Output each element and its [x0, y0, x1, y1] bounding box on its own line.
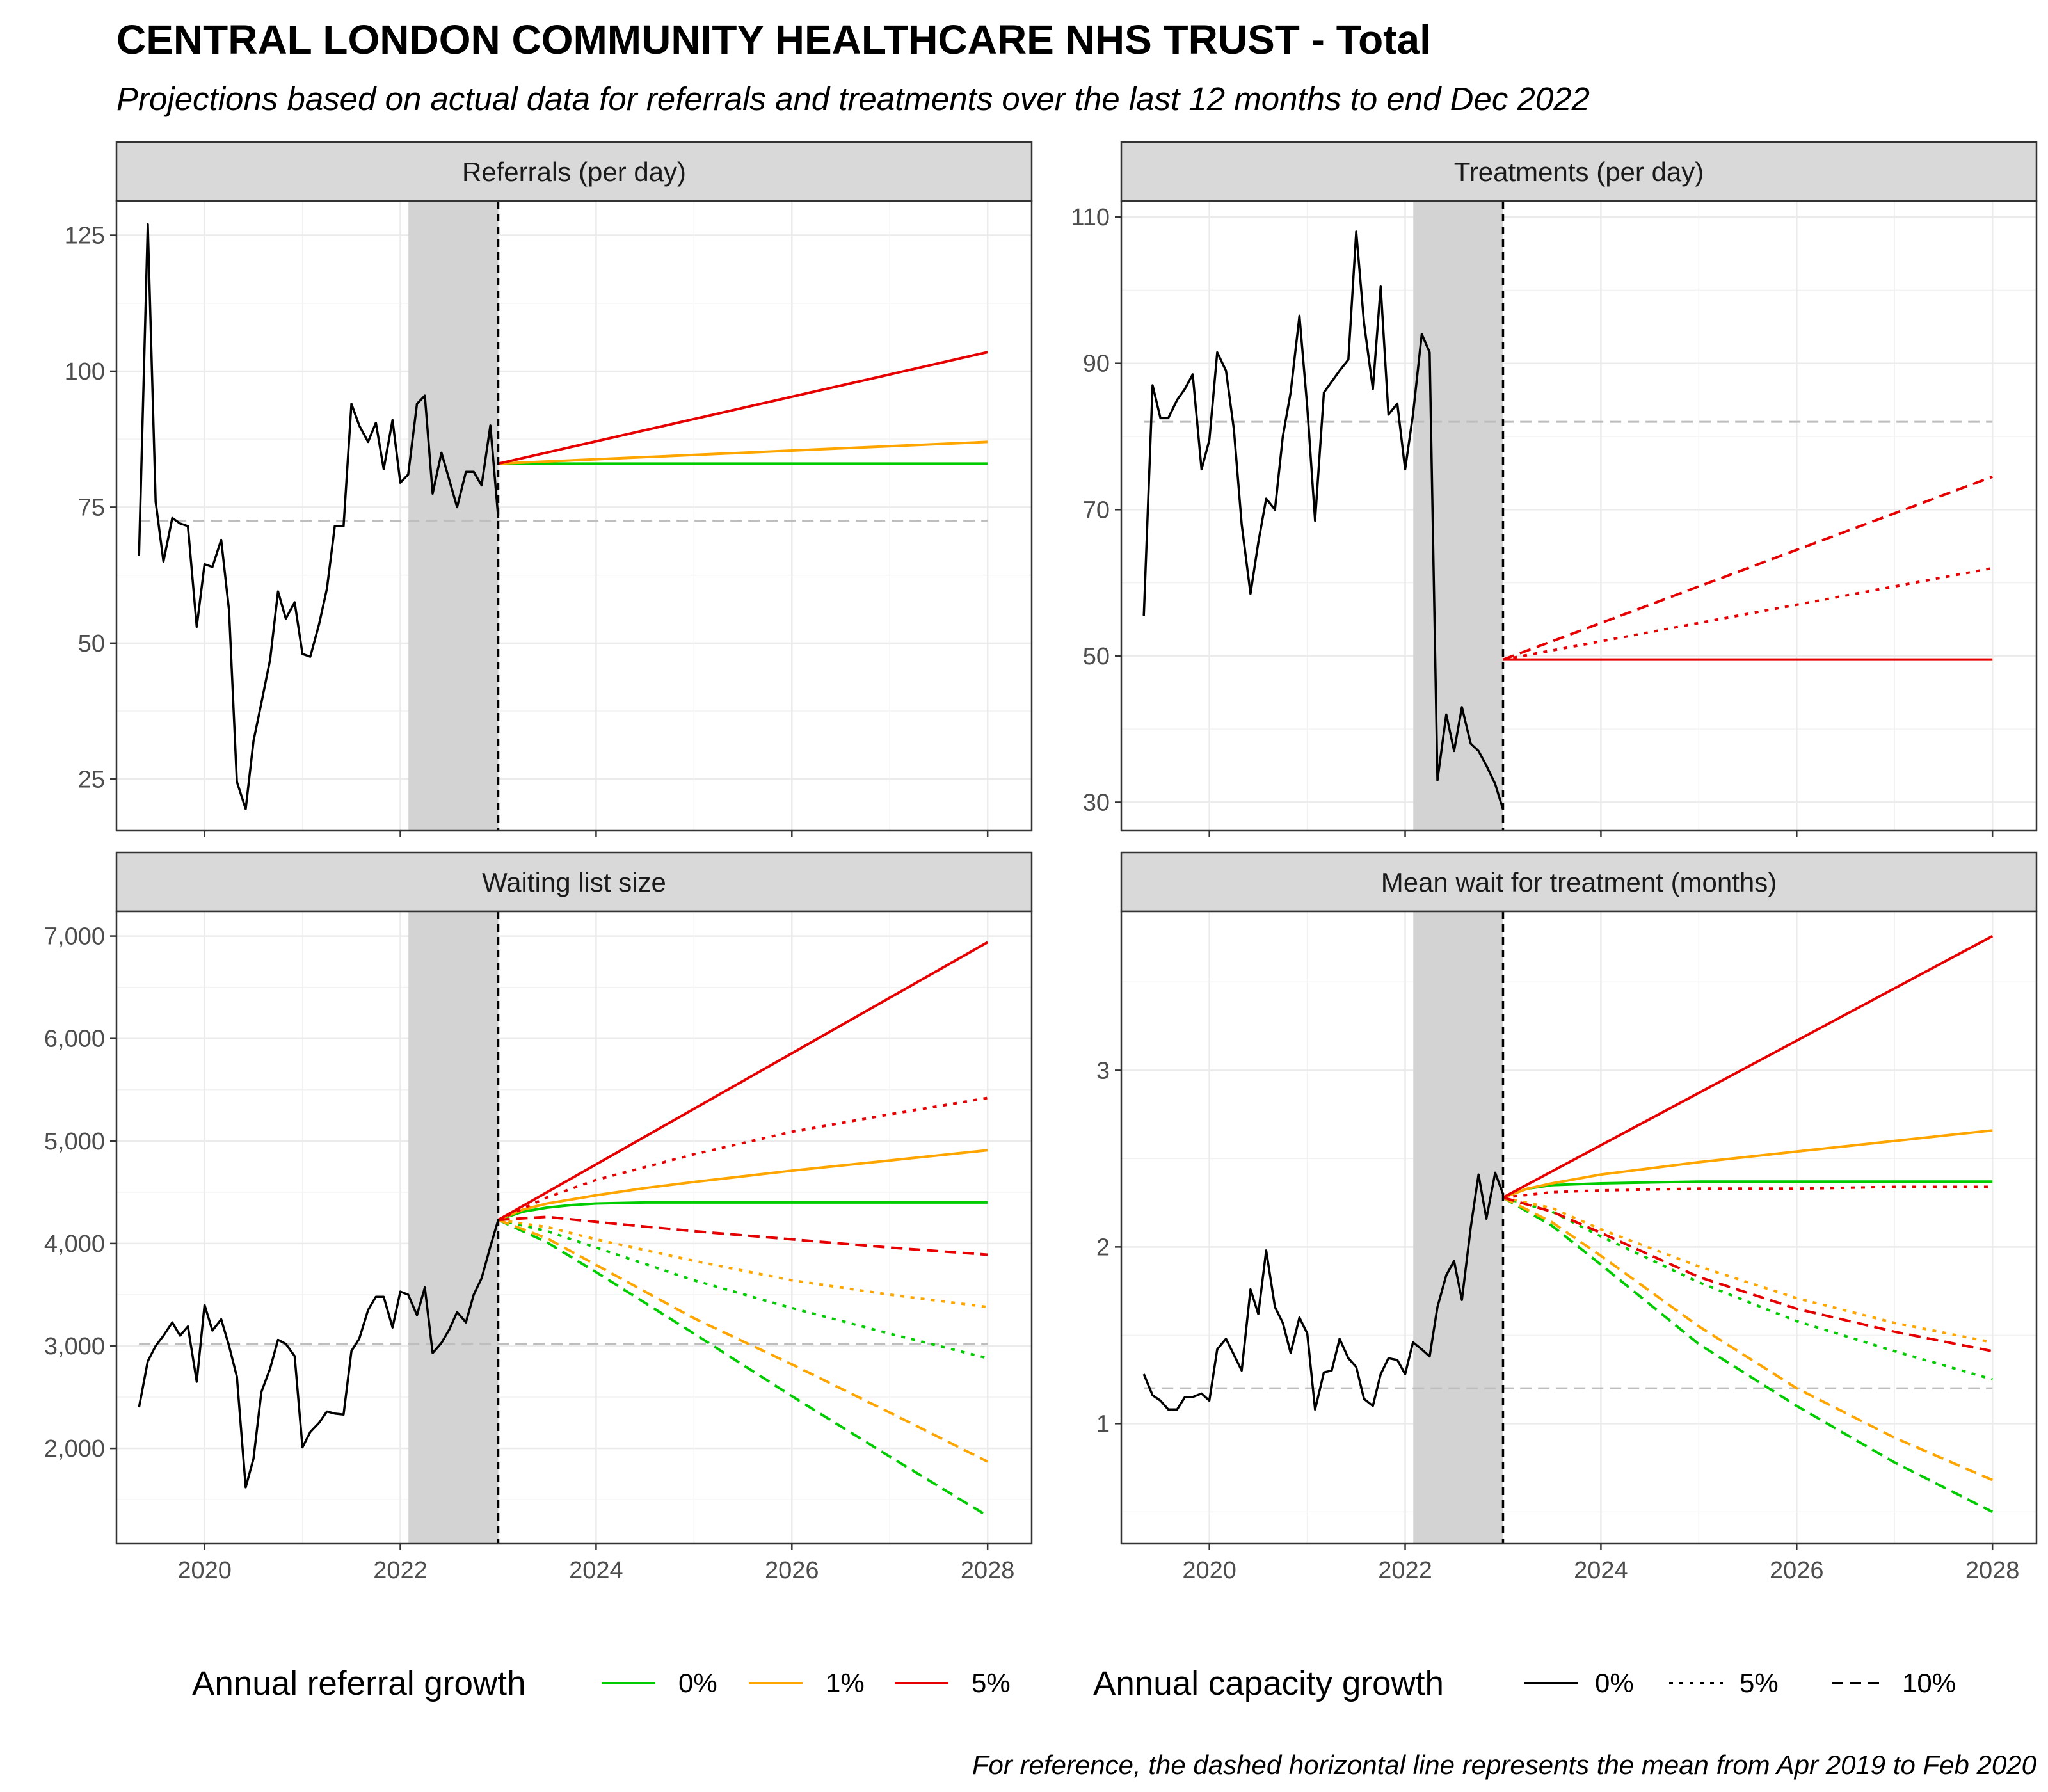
panel-2: Treatments (per day) 30 50 70 90 110 — [1071, 141, 2038, 837]
x-tick-label: 2028 — [961, 1557, 1015, 1584]
plot-background — [1121, 201, 2036, 831]
x-tick-label: 2028 — [1965, 1557, 2020, 1584]
strip-background — [115, 141, 1033, 202]
legend-capacity-title: Annual capacity growth — [1093, 1665, 1444, 1702]
legend-label-capacity: 10% — [1902, 1668, 1956, 1698]
x-tick-label: 2022 — [373, 1557, 428, 1584]
y-tick-label: 1 — [1096, 1411, 1110, 1437]
y-tick-label: 125 — [65, 223, 105, 250]
x-tick-label: 2024 — [569, 1557, 623, 1584]
shaded-period — [408, 911, 499, 1544]
chart-caption: For reference, the dashed horizontal lin… — [972, 1750, 2037, 1780]
panel-border — [1120, 910, 2038, 1545]
actual-series-line — [1142, 1171, 1505, 1411]
y-tick-label: 90 — [1083, 351, 1110, 378]
projection-line-growth-0pct-capacity-5pct — [1502, 1196, 1993, 1381]
y-tick-label: 4,000 — [44, 1231, 105, 1258]
projection-line-growth-5pct-capacity-10pct — [1502, 1196, 1993, 1353]
x-tick-label: 2022 — [1378, 1557, 1432, 1584]
strip-title: Referrals (per day) — [462, 157, 686, 187]
legend-label-referral: 1% — [826, 1668, 865, 1698]
strip-title: Waiting list size — [482, 867, 666, 897]
chart-subtitle: Projections based on actual data for ref… — [116, 81, 1590, 117]
y-tick-label: 3 — [1096, 1057, 1110, 1084]
strip-title: Mean wait for treatment (months) — [1381, 867, 1777, 897]
projection-line-growth-5pct-capacity-0pct — [1502, 934, 1994, 1199]
y-tick-label: 2 — [1096, 1234, 1110, 1261]
x-tick-label: 2020 — [177, 1557, 232, 1584]
strip-background — [1120, 141, 2038, 202]
shaded-period — [1413, 201, 1503, 831]
x-tick-label: 2026 — [1770, 1557, 1824, 1584]
y-tick-label: 110 — [1071, 204, 1110, 231]
panel-border — [115, 200, 1033, 832]
plot-content — [138, 911, 989, 1544]
projection-line-growth-5pct-capacity-5pct — [1503, 1185, 1993, 1199]
legend-label-referral: 5% — [972, 1668, 1011, 1698]
projection-line-growth-5pct-capacity-5pct — [497, 1096, 988, 1221]
panel-3: Waiting list size 2,000 3,000 4,000 5,000 6,0… — [44, 851, 1033, 1584]
y-tick-label: 50 — [78, 630, 105, 657]
y-tick-label: 30 — [1083, 789, 1110, 816]
plot-content — [1142, 911, 1994, 1544]
plot-content — [1142, 201, 1993, 831]
x-tick-label: 2026 — [765, 1557, 819, 1584]
projection-line-growth-5pct-capacity-0pct — [498, 351, 988, 465]
y-tick-label: 6,000 — [44, 1026, 105, 1053]
projection-line-growth-1pct-capacity-10pct — [1502, 1196, 1993, 1482]
y-tick-label: 50 — [1083, 643, 1110, 670]
projection-line-growth-1pct-capacity-5pct — [1503, 1196, 1993, 1344]
projection-line-growth-1pct-capacity-0pct — [497, 1149, 988, 1221]
actual-series-line — [138, 1219, 500, 1489]
projection-line-growth-1pct-capacity-0pct — [1502, 1129, 1993, 1199]
projection-line-growth-1pct-capacity-0pct — [498, 440, 988, 465]
legend: Annual referral growth 0% 1% 5% Annual capac… — [192, 1665, 1956, 1702]
y-tick-label: 70 — [1083, 497, 1110, 524]
y-tick-label: 5,000 — [44, 1128, 105, 1155]
legend-referral-title: Annual referral growth — [192, 1665, 525, 1702]
projection-line-growth-0pct-capacity-10pct — [1502, 1196, 1994, 1514]
plot-background — [1121, 911, 2036, 1544]
strip-title: Treatments (per day) — [1454, 157, 1704, 187]
y-tick-label: 25 — [78, 766, 105, 793]
strip-background — [1120, 851, 2038, 913]
plot-background — [116, 201, 1032, 831]
legend-label-referral: 0% — [678, 1668, 717, 1698]
plot-background — [116, 911, 1032, 1544]
y-tick-label: 7,000 — [44, 924, 105, 950]
x-tick-label: 2020 — [1182, 1557, 1236, 1584]
panel-4: Mean wait for treatment (months) 1 2 3 2020 2… — [1096, 851, 2038, 1584]
y-tick-label: 100 — [65, 358, 105, 385]
x-tick-label: 2024 — [1574, 1557, 1628, 1584]
chart-title: CENTRAL LONDON COMMUNITY HEALTHCARE NHS … — [116, 17, 1431, 63]
shaded-period — [408, 201, 499, 831]
projection-line-growth-5pct-capacity-10pct — [1502, 476, 1993, 661]
projection-line-growth-5pct-capacity-5pct — [1503, 566, 1993, 661]
projection-line-growth-0pct-capacity-5pct — [498, 1219, 988, 1360]
plot-content — [138, 201, 988, 831]
legend-label-capacity: 0% — [1595, 1668, 1634, 1698]
panel-border — [1120, 200, 2038, 832]
shaded-period — [1413, 911, 1503, 1544]
projection-line-growth-5pct-capacity-0pct — [497, 941, 989, 1221]
strip-background — [115, 851, 1033, 913]
panel-1: Referrals (per day) 25 50 75 100 125 — [65, 141, 1033, 837]
projection-line-growth-0pct-capacity-0pct — [497, 1201, 988, 1221]
y-tick-label: 75 — [78, 494, 105, 521]
projection-line-growth-1pct-capacity-10pct — [497, 1219, 989, 1463]
y-tick-label: 3,000 — [44, 1333, 105, 1360]
y-tick-label: 2,000 — [44, 1436, 105, 1462]
actual-series-line — [1142, 230, 1505, 810]
projection-line-growth-0pct-capacity-10pct — [497, 1219, 989, 1517]
actual-series-line — [138, 223, 500, 810]
legend-label-capacity: 5% — [1740, 1668, 1779, 1698]
facet-panels: Referrals (per day) 25 50 75 100 125 Treatment… — [44, 141, 2038, 1584]
panel-border — [115, 910, 1033, 1545]
